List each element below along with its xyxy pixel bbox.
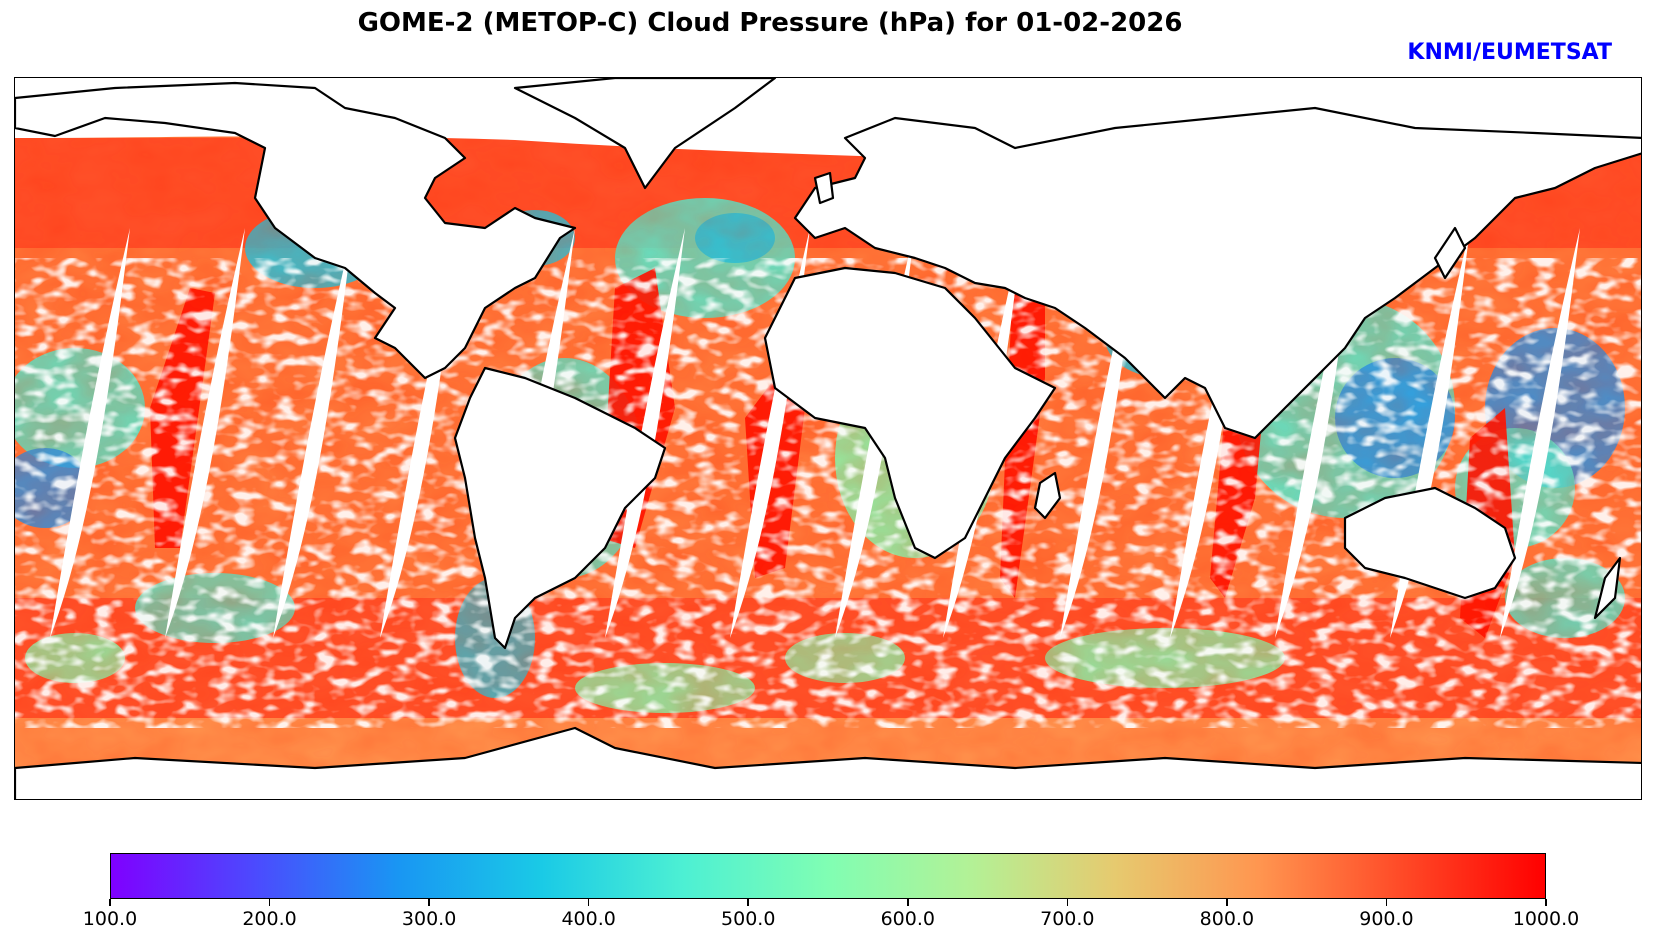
colorbar-tick	[268, 899, 271, 906]
greenland	[513, 78, 777, 190]
colorbar-tick	[747, 899, 749, 906]
orbit-gap	[605, 228, 685, 638]
colorbar-tick-label: 400.0	[561, 908, 616, 930]
colorbar-tick-label: 900.0	[1359, 908, 1414, 930]
colorbar-tick-label: 100.0	[82, 908, 138, 930]
map-panel	[14, 77, 1642, 800]
orbit-gap	[165, 228, 245, 638]
orbit-gap	[50, 228, 130, 638]
colorbar-tick	[109, 899, 111, 906]
japan	[1433, 226, 1467, 280]
colorbar-tick-label: 1000.0	[1512, 908, 1580, 930]
madagascar	[1033, 471, 1062, 520]
colorbar-tick-label: 700.0	[1040, 908, 1095, 930]
eurasia	[793, 106, 1641, 440]
new-zealand	[1593, 556, 1622, 620]
colorbar-tick	[907, 899, 909, 906]
colorbar-tick-label: 800.0	[1199, 908, 1255, 930]
chart-title: GOME-2 (METOP-C) Cloud Pressure (hPa) fo…	[357, 8, 1183, 38]
colorbar-tick-label: 600.0	[880, 908, 935, 930]
colorbar-tick-label: 500.0	[721, 908, 776, 930]
orbit-gap	[1500, 228, 1580, 638]
colorbar-tick	[1226, 899, 1228, 906]
credit-label: KNMI/EUMETSAT	[1407, 40, 1612, 65]
south-america	[453, 366, 667, 650]
colorbar-tick	[1545, 899, 1547, 906]
antarctica	[15, 726, 1641, 799]
colorbar-tick-label: 300.0	[401, 908, 457, 930]
cloud-pressure-map	[15, 78, 1641, 799]
africa	[763, 266, 1057, 560]
colorbar	[110, 853, 1546, 899]
colorbar-tick	[428, 899, 430, 906]
colorbar-tick-label: 200.0	[242, 908, 297, 930]
colorbar-tick	[1066, 899, 1069, 906]
uk	[813, 171, 835, 205]
colorbar-tick	[1385, 899, 1388, 906]
colorbar-tick	[587, 899, 590, 906]
australia	[1343, 486, 1517, 600]
north-america	[15, 81, 577, 380]
coastlines	[15, 78, 1641, 799]
orbit-gap	[273, 228, 353, 638]
